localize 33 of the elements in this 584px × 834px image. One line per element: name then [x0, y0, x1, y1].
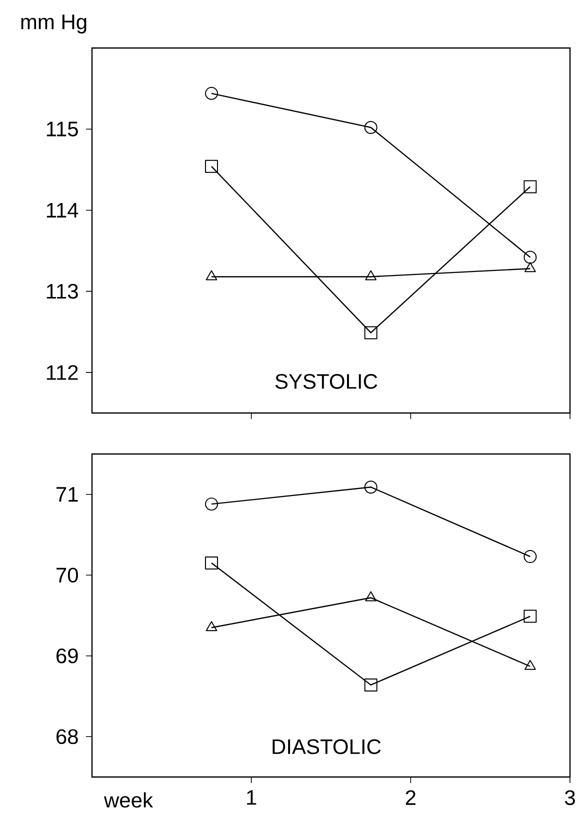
point	[364, 326, 378, 340]
point	[524, 550, 537, 564]
point	[364, 120, 378, 134]
text: DIASTOLIC	[272, 739, 381, 754]
point	[524, 262, 536, 272]
point	[524, 250, 537, 264]
point	[205, 498, 218, 511]
y-tick-label: 115	[46, 122, 78, 136]
point	[206, 621, 218, 632]
point	[364, 678, 378, 692]
y-tick-label: 112	[46, 365, 78, 380]
point	[205, 160, 218, 173]
y-axis-title: mm Hg	[21, 14, 86, 34]
y-tick-label: 68	[56, 729, 78, 744]
y-tick-label: 114	[46, 202, 78, 218]
x-axis-title: week	[104, 792, 154, 808]
point	[524, 610, 537, 623]
point	[364, 480, 378, 494]
x-tick-label: 2	[406, 790, 416, 805]
text: SYSTOLIC	[275, 374, 378, 389]
y-tick-label: 69	[56, 648, 78, 664]
point	[206, 270, 218, 280]
y-tick-label: 71	[56, 487, 78, 502]
x-tick-label: 1	[247, 790, 256, 805]
point	[205, 86, 218, 100]
point	[524, 660, 536, 670]
y-tick-label: 70	[56, 568, 78, 583]
point	[205, 556, 218, 570]
x-tick-label: 3	[564, 790, 575, 806]
y-tick-label: 113	[46, 284, 78, 299]
point	[524, 180, 537, 194]
point	[365, 270, 377, 280]
point	[365, 591, 377, 602]
